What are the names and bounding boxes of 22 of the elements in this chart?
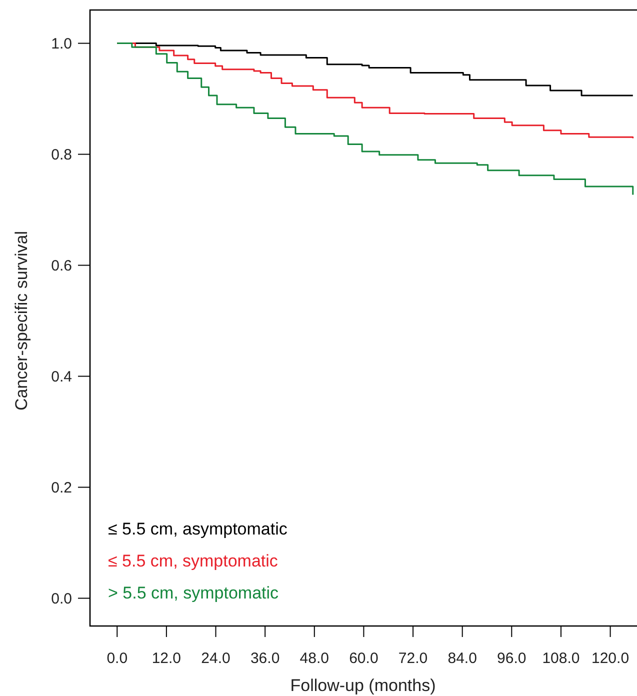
x-tick-label: 96.0 [497, 650, 526, 667]
x-tick-label: 48.0 [300, 650, 329, 667]
x-tick-label: 108.0 [542, 650, 580, 667]
y-tick-label: 0.0 [51, 590, 72, 608]
x-tick-label: 120.0 [592, 650, 630, 667]
x-tick-label: 72.0 [398, 650, 428, 667]
y-tick-label: 0.8 [51, 146, 72, 164]
y-tick-label: 1.0 [51, 36, 72, 53]
x-tick-label: 84.0 [448, 650, 477, 667]
x-tick-label: 0.0 [106, 650, 128, 667]
y-axis-title: Cancer-specific survival [12, 231, 31, 411]
y-tick-label: 0.6 [51, 258, 72, 275]
x-axis-title: Follow-up (months) [290, 676, 436, 695]
text: ≤ 5.5 cm, symptomatic [108, 551, 278, 570]
text: ≤ 5.5 cm, asymptomatic [108, 519, 288, 538]
y-tick-label: 0.2 [51, 480, 72, 497]
y-tick-label: 0.4 [51, 368, 72, 386]
x-tick-label: 12.0 [152, 650, 182, 667]
text: > 5.5 cm, symptomatic [108, 583, 280, 602]
x-tick-label: 60.0 [349, 650, 378, 667]
x-tick-label: 36.0 [250, 650, 280, 667]
x-tick-label: 24.0 [201, 650, 230, 667]
